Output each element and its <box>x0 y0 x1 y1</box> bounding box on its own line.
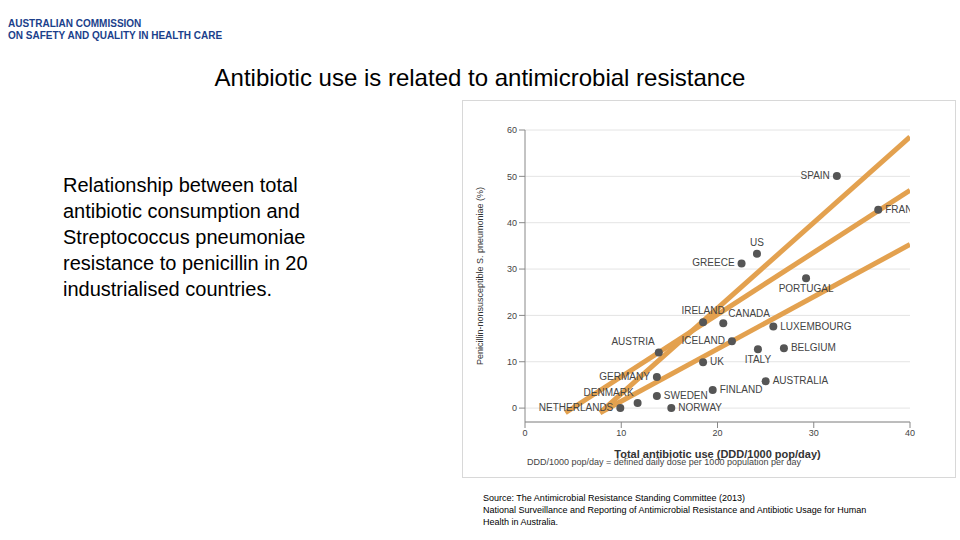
svg-text:CANADA: CANADA <box>728 308 770 319</box>
svg-text:SPAIN: SPAIN <box>801 170 830 181</box>
html-text:Relationship between total ant: Relationship between total antibiotic co… <box>63 174 308 300</box>
html-text:ON SAFETY AND QUALITY IN HEALT: ON SAFETY AND QUALITY IN HEALTH CARE <box>8 30 223 41</box>
svg-text:SWEDEN: SWEDEN <box>664 390 708 401</box>
svg-text:US: US <box>750 237 764 248</box>
svg-text:LUXEMBOURG: LUXEMBOURG <box>780 321 851 332</box>
svg-text:AUSTRALIA: AUSTRALIA <box>773 375 829 386</box>
svg-text:UK: UK <box>710 356 724 367</box>
html-text:Source: The Antimicrobial Resi: Source: The Antimicrobial Resistance Sta… <box>483 493 745 503</box>
svg-text:GERMANY: GERMANY <box>599 371 650 382</box>
html-text:Antibiotic use is related to a: Antibiotic use is related to antimicrobi… <box>214 64 746 91</box>
svg-text:BELGIUM: BELGIUM <box>791 342 836 353</box>
svg-text:20: 20 <box>507 311 517 321</box>
html-text:DDD/1000 pop/day = defined dai: DDD/1000 pop/day = defined daily dose pe… <box>527 457 801 467</box>
svg-text:30: 30 <box>809 428 819 438</box>
svg-text:20: 20 <box>712 428 722 438</box>
svg-text:60: 60 <box>507 125 517 135</box>
svg-text:40: 40 <box>507 218 517 228</box>
svg-text:PORTUGAL: PORTUGAL <box>779 283 834 294</box>
svg-text:10: 10 <box>507 357 517 367</box>
svg-text:Penicillin-nonsusceptible S. p: Penicillin-nonsusceptible S. pneumoniae … <box>475 187 485 365</box>
svg-text:ICELAND: ICELAND <box>682 335 725 346</box>
svg-text:NETHERLANDS: NETHERLANDS <box>539 402 614 413</box>
svg-text:40: 40 <box>905 428 915 438</box>
svg-text:DENMARK: DENMARK <box>584 387 634 398</box>
svg-text:NORWAY: NORWAY <box>678 402 722 413</box>
svg-text:0: 0 <box>522 428 527 438</box>
svg-text:IRELAND: IRELAND <box>681 305 724 316</box>
svg-text:FINLAND: FINLAND <box>720 384 763 395</box>
svg-text:0: 0 <box>512 403 517 413</box>
svg-text:AUSTRIA: AUSTRIA <box>611 336 655 347</box>
svg-text:50: 50 <box>507 172 517 182</box>
svg-text:30: 30 <box>507 264 517 274</box>
html-text:National Surveillance and Repo: National Surveillance and Reporting of A… <box>483 505 867 515</box>
html-text:Health in Australia.: Health in Australia. <box>483 517 558 527</box>
svg-text:GREECE: GREECE <box>692 257 735 268</box>
svg-text:FRANCE: FRANCE <box>885 204 910 215</box>
html-text:AUSTRALIAN COMMISSION: AUSTRALIAN COMMISSION <box>8 18 142 29</box>
svg-text:ITALY: ITALY <box>745 354 772 365</box>
svg-text:Total antibiotic use (DDD/1000: Total antibiotic use (DDD/1000 pop/day) <box>614 448 821 460</box>
svg-text:10: 10 <box>616 428 626 438</box>
